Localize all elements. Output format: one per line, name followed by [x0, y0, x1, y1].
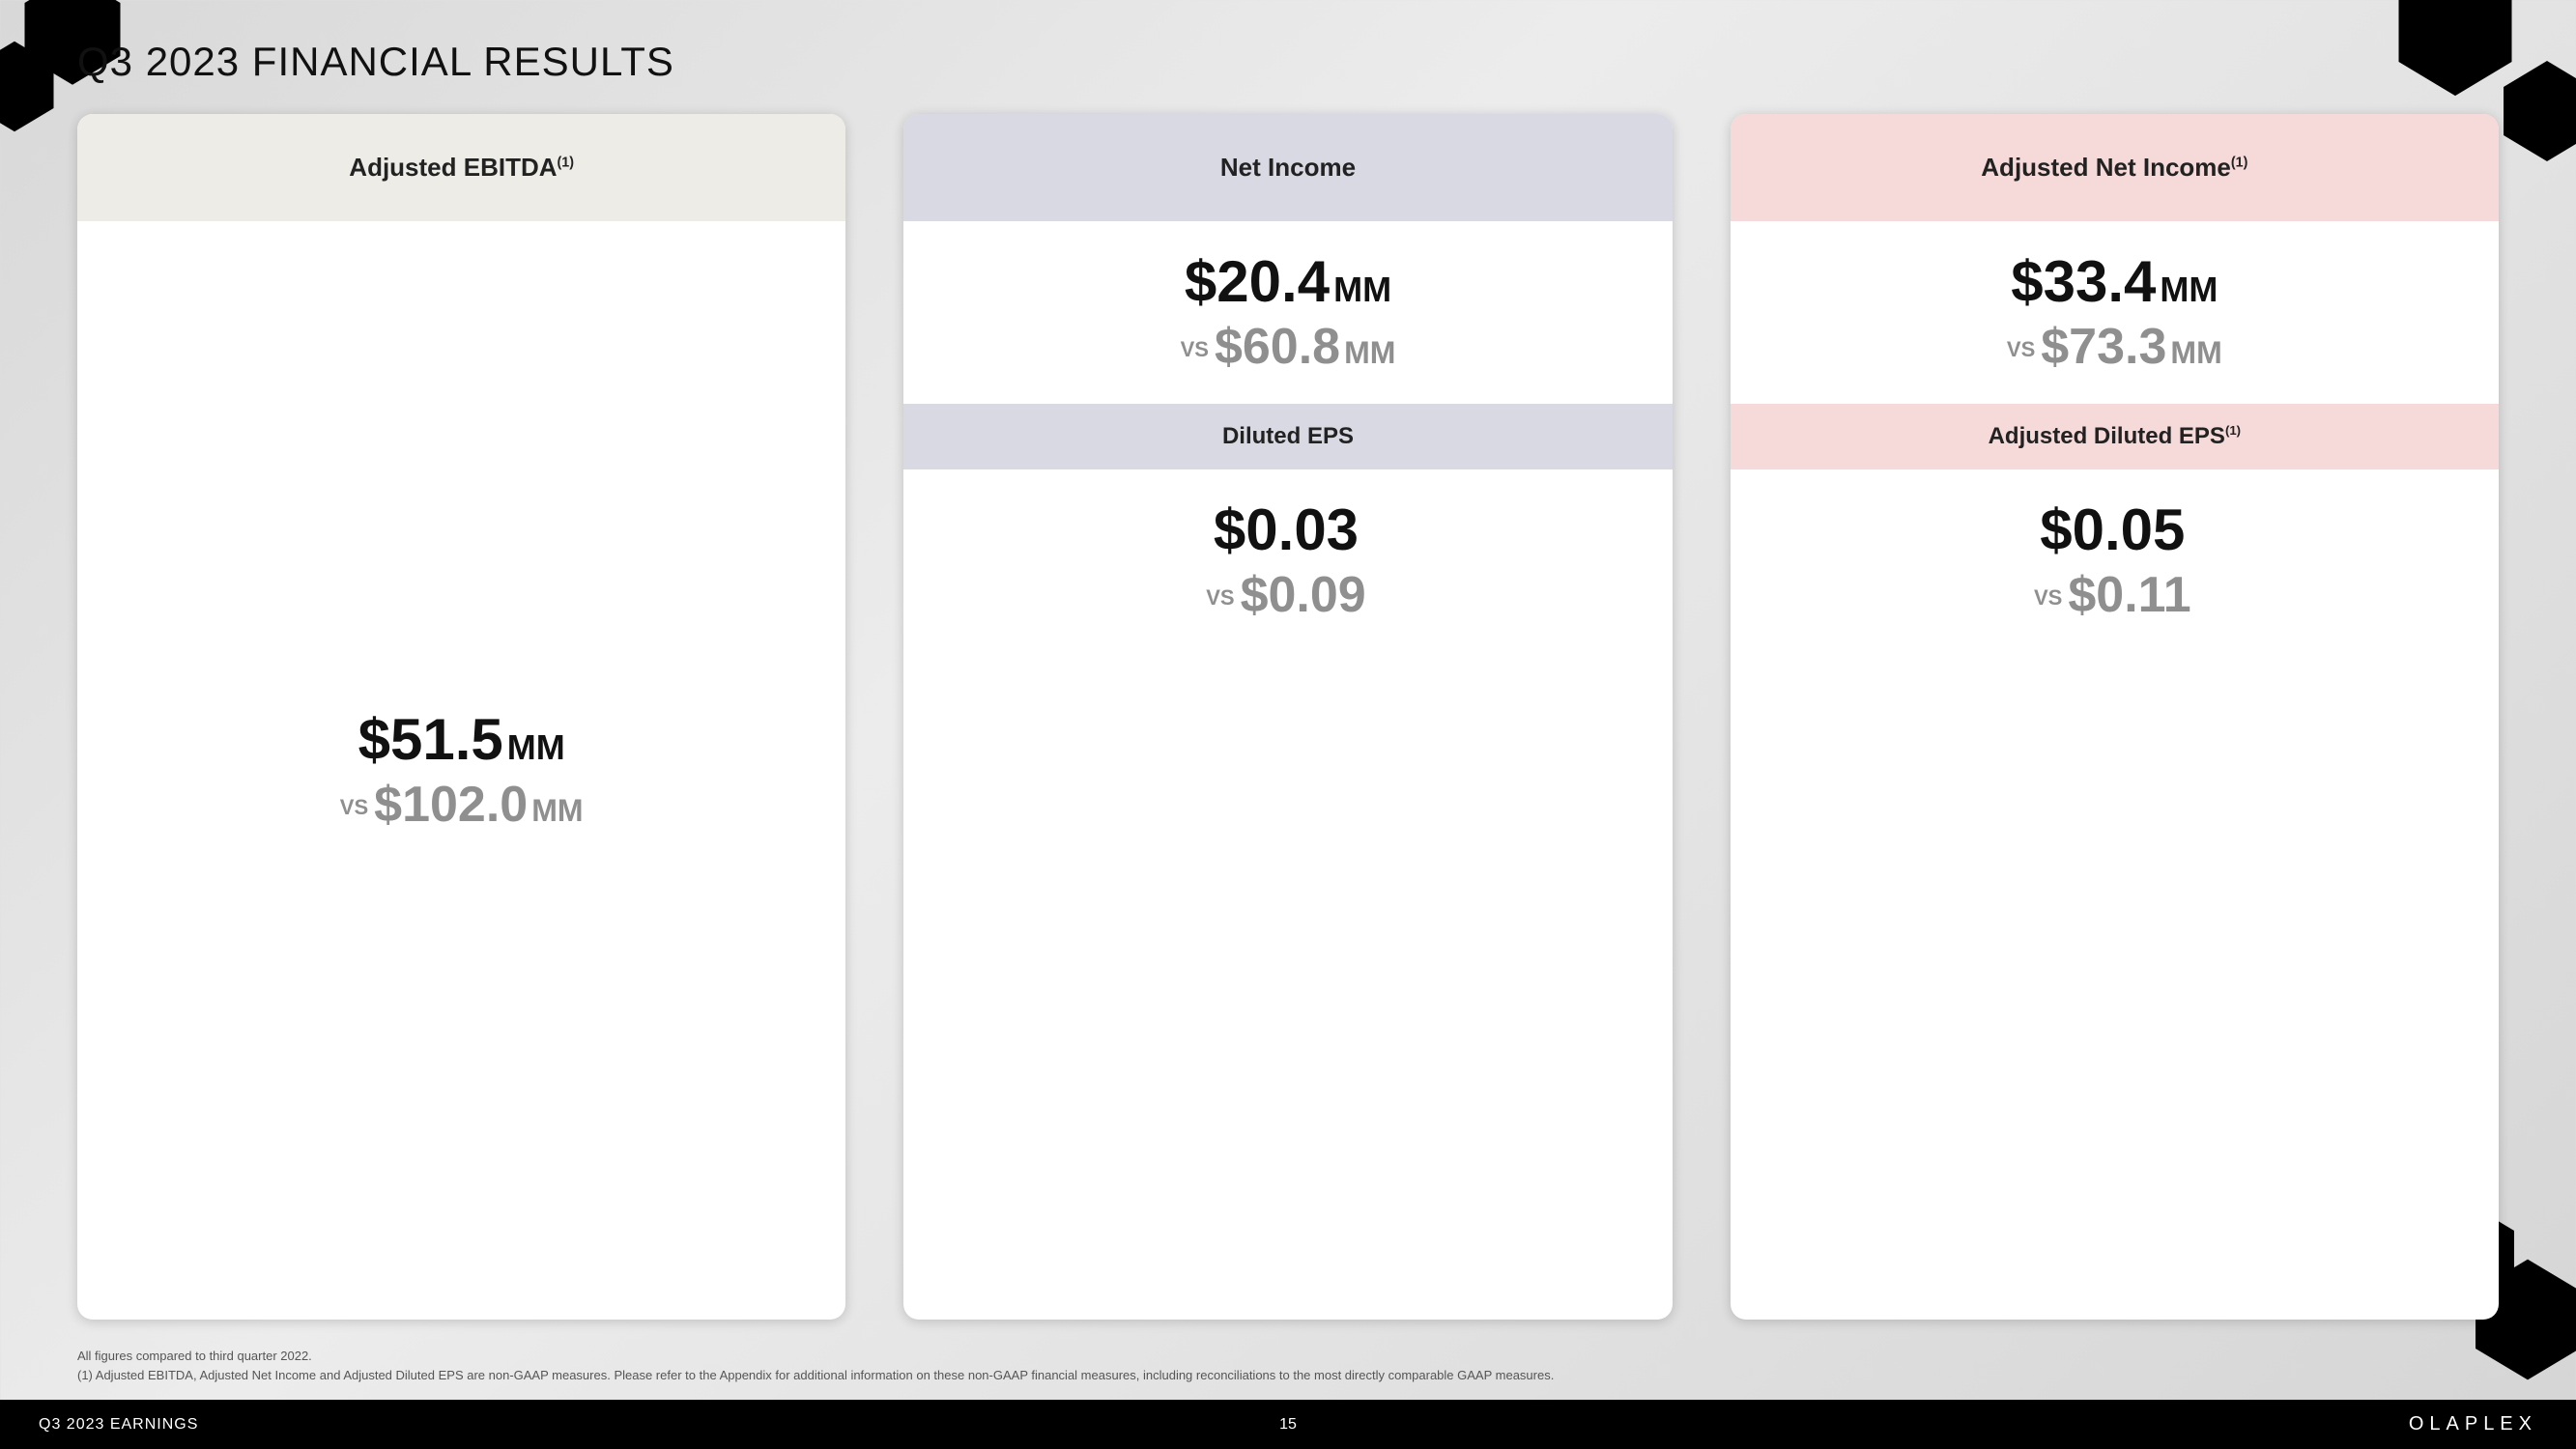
footer-left: Q3 2023 EARNINGS: [39, 1416, 872, 1434]
vs-label: VS: [1206, 585, 1234, 610]
footer-brand: OLAPLEX: [1704, 1413, 2537, 1435]
card-body: $20.4MM VS$60.8MM: [903, 221, 1672, 404]
card-header: Adjusted Net Income(1): [1731, 114, 2499, 221]
vs-label: VS: [2007, 337, 2035, 361]
card-body: $0.05 VS$0.11: [1731, 469, 2499, 652]
metric-main-unit: MM: [1333, 270, 1391, 309]
footnote-line: (1) Adjusted EBITDA, Adjusted Net Income…: [77, 1366, 2499, 1385]
vs-label: VS: [340, 795, 368, 819]
vs-label: VS: [1181, 337, 1209, 361]
metric-main: $0.05: [2040, 498, 2189, 562]
metric-main-unit: MM: [2160, 270, 2218, 309]
card-adjusted-ebitda: Adjusted EBITDA(1) $51.5MM VS$102.0MM: [77, 114, 845, 1320]
metric-compare: VS $0.09: [1206, 568, 1370, 623]
metric-compare-value: $0.11: [2068, 567, 2190, 623]
metric-compare-unit: MM: [2170, 335, 2221, 370]
card-header-sup: (1): [558, 155, 574, 170]
card-header-label: Adjusted Net Income: [1981, 153, 2231, 182]
footnotes: All figures compared to third quarter 20…: [0, 1339, 2576, 1400]
card-subheader-sup: (1): [2225, 423, 2241, 438]
metric-compare: VS$60.8MM: [1181, 320, 1396, 375]
card-header-label: Adjusted EBITDA: [349, 153, 557, 182]
metric-main: $20.4MM: [1185, 250, 1391, 314]
metric-main: $0.03: [1214, 498, 1362, 562]
metric-main-unit: MM: [507, 727, 565, 767]
vs-label: VS: [2034, 585, 2062, 610]
slide: Q3 2023 FINANCIAL RESULTS Adjusted EBITD…: [0, 0, 2576, 1449]
footnote-line: All figures compared to third quarter 20…: [77, 1347, 2499, 1366]
metric-compare: VS$73.3MM: [2007, 320, 2222, 375]
metric-main: $51.5MM: [358, 708, 565, 772]
metric-compare: VS$102.0MM: [340, 778, 584, 833]
card-subheader-label: Diluted EPS: [1222, 423, 1354, 449]
cards-row: Adjusted EBITDA(1) $51.5MM VS$102.0MM Ne…: [0, 85, 2576, 1339]
metric-compare-unit: MM: [531, 793, 583, 828]
card-body: $33.4MM VS$73.3MM: [1731, 221, 2499, 404]
card-adjusted-net-income: Adjusted Net Income(1) $33.4MM VS$73.3MM…: [1731, 114, 2499, 1320]
footer-bar: Q3 2023 EARNINGS 15 OLAPLEX: [0, 1400, 2576, 1449]
metric-main-value: $20.4: [1185, 249, 1330, 314]
card-subheader: Adjusted Diluted EPS(1): [1731, 404, 2499, 469]
metric-main-value: $33.4: [2011, 249, 2156, 314]
card-header: Adjusted EBITDA(1): [77, 114, 845, 221]
page-title: Q3 2023 FINANCIAL RESULTS: [0, 0, 2576, 85]
metric-compare-value: $73.3: [2041, 319, 2166, 375]
card-body: $51.5MM VS$102.0MM: [77, 221, 845, 1320]
metric-main: $33.4MM: [2011, 250, 2218, 314]
metric-compare-value: $0.09: [1241, 567, 1366, 623]
metric-compare-unit: MM: [1344, 335, 1395, 370]
metric-compare: VS$0.11: [2034, 568, 2195, 623]
card-subheader-label: Adjusted Diluted EPS: [1989, 423, 2225, 449]
card-header-sup: (1): [2231, 155, 2247, 170]
metric-main-value: $0.03: [1214, 497, 1359, 562]
card-body: $0.03 VS $0.09: [903, 469, 1672, 652]
metric-compare-value: $102.0: [374, 777, 528, 833]
card-header-label: Net Income: [1220, 153, 1356, 182]
card-net-income: Net Income $20.4MM VS$60.8MM Diluted EPS…: [903, 114, 1672, 1320]
metric-compare-value: $60.8: [1215, 319, 1340, 375]
card-subheader: Diluted EPS: [903, 404, 1672, 469]
metric-main-value: $0.05: [2040, 497, 2185, 562]
metric-main-value: $51.5: [358, 707, 503, 772]
footer-page-number: 15: [872, 1416, 1704, 1434]
card-header: Net Income: [903, 114, 1672, 221]
